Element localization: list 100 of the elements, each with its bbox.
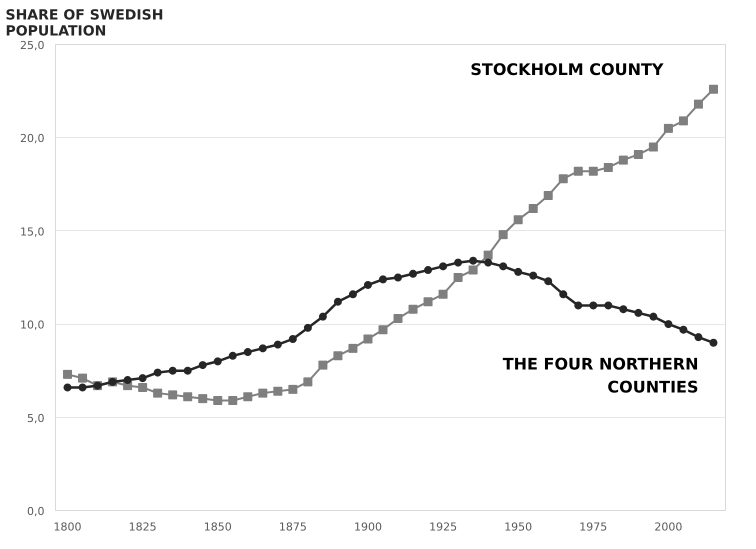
point (604, 163, 613, 172)
point (589, 301, 598, 310)
point (618, 156, 628, 165)
point (198, 361, 207, 370)
point (274, 340, 282, 349)
series-label: THE FOUR NORTHERN COUNTIES (502, 354, 698, 397)
point (648, 142, 658, 152)
x-tick-label: 1950 (504, 520, 532, 534)
point (63, 370, 72, 379)
point (378, 275, 387, 284)
point (408, 304, 418, 314)
y-tick-label: 5,0 (27, 412, 45, 425)
point (244, 348, 252, 356)
point (454, 258, 462, 267)
point (529, 272, 538, 280)
point (469, 256, 478, 265)
point (604, 301, 612, 310)
point (78, 374, 88, 383)
point (409, 270, 418, 278)
x-tick-label: 1825 (128, 520, 157, 534)
text: STOCKHOLM COUNTY (470, 60, 664, 80)
point (559, 290, 568, 298)
point (168, 390, 178, 400)
point (709, 338, 718, 347)
y-tick-label: 15,0 (20, 225, 45, 238)
y-tick-label: 20,0 (20, 132, 45, 146)
point (484, 258, 492, 267)
point (198, 394, 208, 404)
point (258, 344, 267, 352)
point (154, 368, 162, 377)
point (138, 382, 148, 392)
point (619, 305, 628, 314)
point (424, 297, 433, 306)
point (558, 174, 568, 184)
point (439, 262, 448, 270)
point (378, 325, 388, 334)
point (694, 333, 702, 342)
point (228, 352, 237, 360)
point (544, 277, 552, 286)
y-axis-title: SHARE OF SWEDISH POPULATION (6, 8, 164, 40)
y-tick-label: 25,0 (20, 39, 45, 52)
point (64, 383, 72, 392)
point (649, 312, 658, 321)
point (708, 84, 718, 94)
point (288, 384, 298, 394)
x-tick-label: 1875 (278, 520, 307, 534)
x-tick-label: 1975 (579, 520, 608, 534)
point (678, 116, 688, 126)
point (544, 190, 553, 200)
point (304, 324, 312, 332)
point (124, 376, 132, 384)
point (258, 388, 268, 398)
point (588, 166, 598, 176)
x-tick-label: 1850 (204, 520, 232, 534)
point (363, 334, 372, 344)
point (303, 377, 312, 386)
point (634, 308, 642, 317)
point (153, 388, 162, 398)
point (138, 374, 147, 382)
point (634, 150, 643, 159)
point (528, 204, 538, 214)
point (498, 230, 508, 240)
point (438, 290, 448, 299)
point (499, 262, 508, 270)
point (694, 100, 703, 109)
x-tick-label: 2000 (654, 520, 682, 534)
point (243, 392, 252, 402)
point (318, 360, 328, 370)
point (318, 312, 327, 321)
point (664, 124, 673, 133)
point (679, 326, 688, 334)
point (424, 266, 432, 274)
point (348, 344, 358, 353)
point (574, 166, 583, 176)
point (228, 396, 238, 406)
y-tick-label: 10,0 (20, 318, 45, 332)
x-tick-label: 1925 (429, 520, 458, 534)
point (664, 320, 672, 328)
point (394, 274, 402, 282)
point (394, 314, 403, 324)
point (214, 357, 222, 366)
point (333, 351, 342, 360)
point (514, 215, 523, 224)
x-tick-label: 1800 (54, 520, 82, 534)
point (184, 366, 192, 375)
point (334, 298, 342, 306)
x-tick-label: 1900 (354, 520, 382, 534)
point (213, 396, 222, 406)
point (468, 266, 478, 275)
point (78, 383, 87, 392)
point (484, 250, 493, 260)
point (183, 392, 192, 402)
y-tick-label: 0,0 (27, 505, 45, 518)
point (454, 273, 463, 282)
point (273, 386, 282, 396)
point (574, 301, 582, 310)
point (288, 335, 297, 344)
point (348, 290, 357, 298)
point (168, 366, 177, 375)
point (514, 268, 522, 276)
